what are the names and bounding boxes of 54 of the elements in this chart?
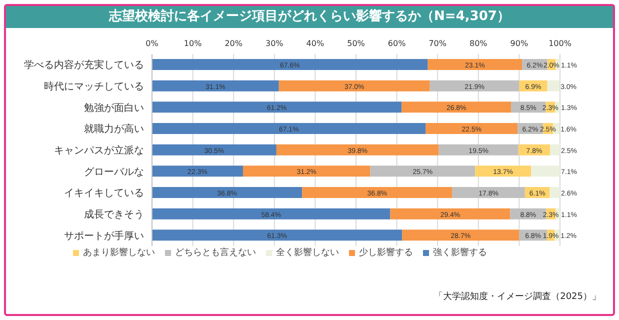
bar xyxy=(152,80,279,92)
bar xyxy=(402,230,520,241)
x-tick-label: 20% xyxy=(224,39,243,48)
y-tick-label: 学べる内容が充実している xyxy=(24,59,144,72)
bar xyxy=(370,166,476,177)
bar xyxy=(547,80,560,92)
bar xyxy=(390,208,510,220)
x-tick-label: 40% xyxy=(306,39,324,48)
text: 「大学認知度・イメージ調査（2025）」 xyxy=(434,290,601,303)
y-tick-label: イキイキしている xyxy=(64,188,144,200)
bar xyxy=(152,102,402,113)
x-tick-label: 90% xyxy=(510,39,528,48)
legend-label: 強く影響する xyxy=(433,248,487,258)
bar xyxy=(278,80,430,92)
legend-label: どちらとも言えない xyxy=(175,248,256,258)
bar xyxy=(550,187,560,198)
x-tick-label: 50% xyxy=(347,39,366,48)
legend-label: 少し影響する xyxy=(359,248,413,258)
y-tick-label: 勉強が面白い xyxy=(84,102,144,114)
bar xyxy=(276,144,439,156)
bar xyxy=(302,187,452,198)
bar xyxy=(152,187,302,198)
bar xyxy=(152,123,426,134)
x-tick-label: 70% xyxy=(428,39,447,48)
legend-label: あまり影響しない xyxy=(83,248,155,258)
bar xyxy=(428,59,522,70)
y-tick-label: グローバルな xyxy=(84,166,144,178)
x-tick-label: 30% xyxy=(266,39,284,48)
bar xyxy=(550,144,560,156)
bar xyxy=(430,80,520,92)
bar xyxy=(152,144,276,156)
bar xyxy=(152,59,428,70)
bar xyxy=(152,230,402,241)
y-tick-label: 就職力が高い xyxy=(84,123,144,136)
bar xyxy=(452,187,525,198)
bar xyxy=(475,166,532,177)
bar xyxy=(152,166,243,177)
bar xyxy=(242,166,370,177)
x-tick-label: 10% xyxy=(184,39,202,48)
legend-label: 全く影響しない xyxy=(276,248,339,258)
bar xyxy=(402,102,512,113)
x-tick-label: 80% xyxy=(470,39,488,48)
bar xyxy=(426,123,518,134)
y-tick-label: サポートが手厚い xyxy=(64,230,144,242)
bar xyxy=(438,144,518,156)
x-tick-label: 100% xyxy=(548,39,572,48)
bar xyxy=(152,208,390,220)
x-tick-label: 0% xyxy=(146,39,159,48)
y-tick-label: キャンパスが立派な xyxy=(54,144,144,157)
bar xyxy=(531,166,560,177)
y-tick-label: 時代にマッチしている xyxy=(44,80,144,93)
x-tick-label: 60% xyxy=(388,39,406,48)
chart-title: 志望校検討に各イメージ項目がどれくらい影響するか（N=4,307） xyxy=(6,6,613,28)
y-tick-label: 成長できそう xyxy=(84,208,144,221)
